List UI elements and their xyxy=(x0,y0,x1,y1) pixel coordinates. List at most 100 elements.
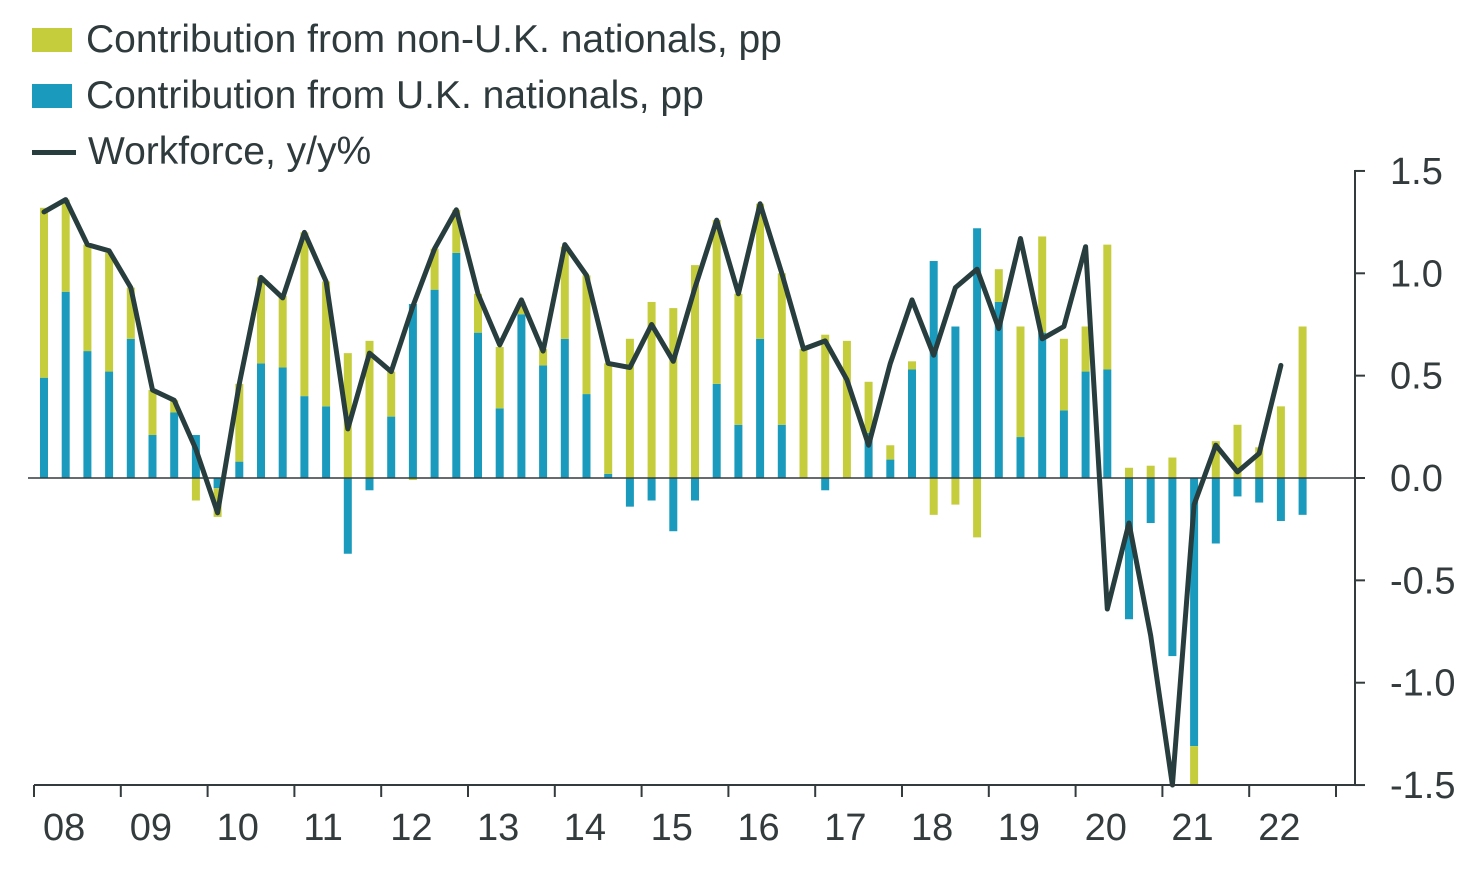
non-uk-bar xyxy=(625,338,634,478)
uk-bar xyxy=(756,338,765,478)
non-uk-bar xyxy=(560,246,569,339)
uk-bar xyxy=(1016,437,1025,478)
x-tick-label: 17 xyxy=(824,807,866,849)
non-uk-bar xyxy=(517,301,526,315)
axes-layer: 1.5 1.0 0.5 0.0 -0.5 -1.0 -1.5 08 09 10 11 12 13 14 15… xyxy=(33,151,1455,849)
uk-bar xyxy=(1233,478,1242,497)
uk-bar xyxy=(864,432,873,478)
non-uk-bar xyxy=(322,281,331,407)
uk-bar xyxy=(994,301,1003,478)
x-tick-label: 14 xyxy=(564,807,606,849)
uk-bar xyxy=(452,252,461,478)
uk-bar xyxy=(582,394,591,478)
uk-bar xyxy=(1168,478,1177,657)
uk-bar xyxy=(1190,478,1199,747)
x-tick-label: 11 xyxy=(303,807,342,849)
non-uk-bar xyxy=(1081,326,1090,372)
y-tick-label: 0.0 xyxy=(1390,458,1443,500)
non-uk-bar xyxy=(365,340,374,478)
uk-bar xyxy=(105,371,114,478)
uk-bar xyxy=(300,396,309,478)
uk-bar xyxy=(170,412,179,478)
uk-bar xyxy=(1059,410,1068,478)
uk-bar xyxy=(278,367,287,478)
uk-bar xyxy=(1211,478,1220,544)
non-uk-bar xyxy=(1190,746,1199,786)
y-tick-label: 1.5 xyxy=(1390,151,1443,193)
non-uk-bar xyxy=(929,478,938,515)
x-tick-label: 22 xyxy=(1258,807,1300,849)
x-tick-label: 15 xyxy=(651,807,693,849)
uk-bar xyxy=(929,261,938,478)
uk-bar xyxy=(1276,478,1285,521)
non-uk-bar xyxy=(495,346,504,409)
non-uk-bar xyxy=(105,252,114,372)
uk-bar xyxy=(691,478,699,501)
non-uk-bar xyxy=(408,478,417,481)
non-uk-bar xyxy=(257,277,265,364)
non-uk-bar xyxy=(1298,326,1307,478)
non-uk-bar xyxy=(1103,244,1112,370)
legend-swatch-non-uk xyxy=(32,28,72,52)
x-tick-label: 19 xyxy=(998,807,1040,849)
uk-bar xyxy=(625,478,634,507)
y-tick-label: 0.5 xyxy=(1390,356,1443,398)
non-uk-bar xyxy=(148,389,157,436)
uk-bar xyxy=(517,314,526,478)
uk-bar xyxy=(647,478,656,501)
uk-bar xyxy=(213,478,222,489)
uk-bar xyxy=(1298,478,1307,515)
non-uk-bar xyxy=(864,381,873,433)
uk-bar xyxy=(148,435,157,478)
legend-item-non-uk: Contribution from non-U.K. nationals, pp xyxy=(32,12,782,68)
uk-bar xyxy=(604,473,613,478)
uk-bar xyxy=(474,332,482,478)
non-uk-bar xyxy=(1016,326,1025,438)
non-uk-bar xyxy=(734,293,743,425)
uk-bar xyxy=(539,365,548,478)
non-uk-bar xyxy=(474,293,482,333)
x-tick-label: 18 xyxy=(911,807,953,849)
non-uk-bar xyxy=(300,232,309,397)
non-uk-bar xyxy=(539,349,548,366)
workforce-line xyxy=(41,197,1284,788)
uk-bar xyxy=(734,424,743,478)
x-tick-label: 21 xyxy=(1171,807,1213,849)
non-uk-bar xyxy=(61,199,70,292)
x-tick-label: 12 xyxy=(390,807,432,849)
uk-bar xyxy=(126,338,135,478)
non-uk-bar xyxy=(1125,467,1133,478)
uk-bar xyxy=(951,326,960,478)
non-uk-bar xyxy=(582,275,591,395)
y-tick-label: -0.5 xyxy=(1390,560,1455,602)
non-uk-bar xyxy=(691,265,699,478)
x-tick-label: 10 xyxy=(217,807,259,849)
x-tick-label: 13 xyxy=(477,807,519,849)
uk-bar xyxy=(343,478,352,554)
non-uk-bar xyxy=(973,478,982,538)
non-uk-bar xyxy=(1276,406,1285,478)
non-uk-bar xyxy=(1059,338,1068,411)
non-uk-bar xyxy=(604,363,613,474)
non-uk-bar xyxy=(756,203,765,339)
uk-bar xyxy=(777,424,786,478)
legend-swatch-uk xyxy=(32,84,72,108)
x-tick-label: 08 xyxy=(43,807,85,849)
non-uk-bar xyxy=(842,340,851,478)
uk-bar xyxy=(235,461,244,478)
non-uk-bar xyxy=(1211,441,1220,478)
uk-bar xyxy=(1081,371,1090,478)
y-tick-label: -1.0 xyxy=(1390,663,1455,705)
uk-bar xyxy=(430,289,439,478)
non-uk-bar xyxy=(647,301,656,478)
uk-bar xyxy=(821,478,830,491)
uk-bar xyxy=(886,459,895,478)
uk-bar xyxy=(61,291,70,478)
uk-bar xyxy=(387,416,396,478)
legend: Contribution from non-U.K. nationals, pp… xyxy=(32,12,782,180)
x-tick-label: 16 xyxy=(737,807,779,849)
workforce-line-layer xyxy=(41,197,1284,788)
non-uk-bar xyxy=(1168,457,1177,478)
non-uk-bar xyxy=(235,383,244,462)
